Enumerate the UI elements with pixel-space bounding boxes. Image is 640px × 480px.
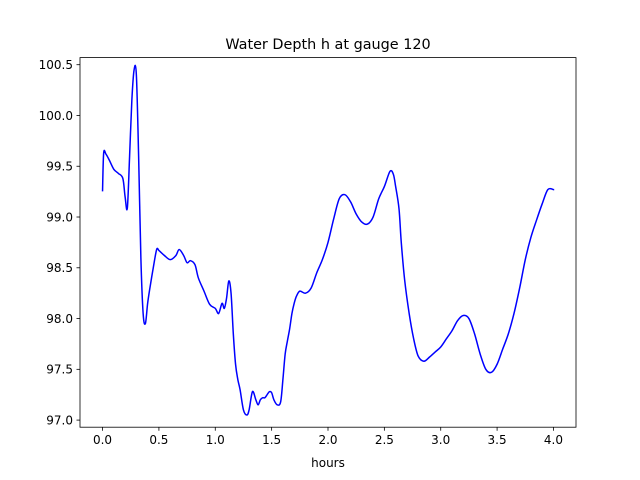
plot-frame [79, 57, 577, 428]
y-tick-label: 99.0 [46, 210, 73, 224]
x-tick-label: 3.0 [431, 433, 450, 447]
y-tick-label: 98.0 [46, 312, 73, 326]
x-tick-label: 0.5 [149, 433, 168, 447]
x-tick-label: 1.5 [262, 433, 281, 447]
series-line [101, 64, 555, 416]
series-layer [101, 64, 555, 416]
x-tick-label: 2.0 [318, 433, 337, 447]
x-tick-label: 3.5 [488, 433, 507, 447]
y-tick-label: 99.5 [46, 160, 73, 174]
y-tick-label: 97.0 [46, 413, 73, 427]
y-tick-label: 97.5 [46, 363, 73, 377]
x-tick-label: 4.0 [544, 433, 563, 447]
axis-ticks: 0.0 0.5 1.0 1.5 2.0 2.5 3.0 3.5 4.0 97.0 97.5 98.0 9… [39, 58, 563, 447]
x-tick-label: 2.5 [375, 433, 394, 447]
chart-title: Water Depth h at gauge 120 [225, 37, 430, 53]
y-tick-label: 98.5 [46, 261, 73, 275]
x-axis-label: hours [311, 456, 345, 470]
y-tick-label: 100.5 [39, 58, 73, 72]
x-tick-label: 0.0 [93, 433, 112, 447]
x-tick-label: 1.0 [206, 433, 225, 447]
y-tick-label: 100.0 [39, 109, 73, 123]
